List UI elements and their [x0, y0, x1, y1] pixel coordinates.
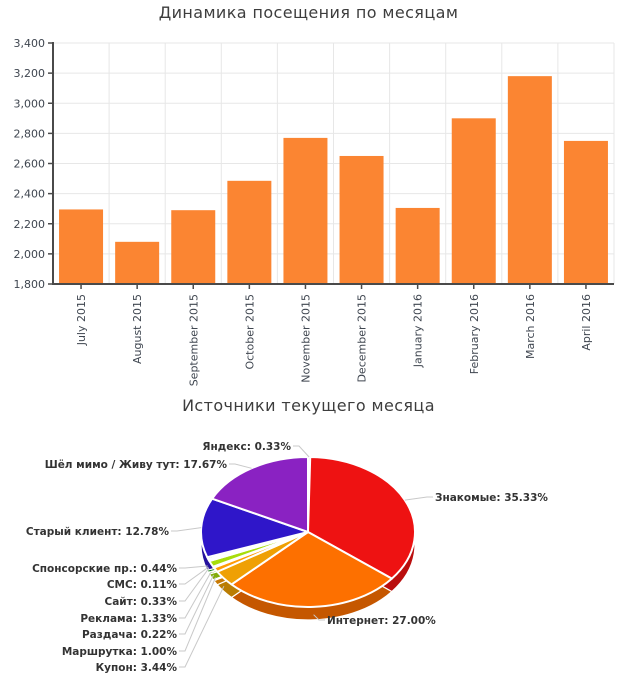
pie-leader-line [179, 567, 210, 602]
pie-leader-line [404, 496, 433, 501]
pie-leader-line [179, 585, 225, 668]
x-tick-label: March 2016 [524, 294, 537, 359]
pie-leader-line [313, 614, 325, 621]
pie-slice-label-яндекс: Яндекс: 0.33% [202, 441, 291, 453]
pie-slice-label-раздача: Раздача: 0.22% [82, 629, 178, 641]
bar-march-2016[interactable] [507, 76, 552, 284]
bar-november-2015[interactable] [283, 137, 328, 284]
bar-september-2015[interactable] [171, 210, 216, 284]
pie-leader-line [179, 571, 212, 619]
pie-chart-title: Источники текущего месяца [182, 396, 435, 415]
x-tick-label: December 2015 [356, 294, 369, 383]
bar-july-2015[interactable] [59, 209, 104, 284]
pie-slice-label-реклама: Реклама: 1.33% [80, 613, 177, 625]
pie-slice-label-спонсорские-пр: Спонсорские пр.: 0.44% [32, 563, 177, 575]
x-tick-label: August 2015 [131, 294, 144, 364]
y-tick-label: 2,800 [14, 127, 46, 140]
x-tick-label: September 2015 [187, 294, 200, 386]
bar-january-2016[interactable] [395, 207, 440, 284]
y-tick-label: 1,800 [14, 278, 46, 291]
y-tick-label: 3,400 [14, 37, 46, 50]
y-tick-label: 2,200 [14, 218, 46, 231]
x-tick-label: November 2015 [299, 294, 312, 383]
bar-december-2015[interactable] [339, 155, 384, 284]
y-tick-label: 2,600 [14, 158, 46, 171]
x-tick-label: February 2016 [468, 294, 481, 374]
pie-slice-label-купон: Купон: 3.44% [96, 662, 178, 674]
y-tick-label: 2,400 [14, 188, 46, 201]
pie-leader-line [179, 565, 208, 569]
pie-slice-label-знакомые: Знакомые: 35.33% [435, 492, 548, 504]
bar-february-2016[interactable] [451, 118, 496, 284]
pie-leader-line [171, 527, 202, 532]
pie-slice-label-сайт: Сайт: 0.33% [104, 596, 177, 608]
bar-chart-title: Динамика посещения по месяцам [158, 3, 459, 22]
x-tick-label: July 2015 [75, 294, 88, 346]
pie-slice-интернет[interactable] [230, 531, 393, 608]
pie-slice-label-смс: СМС: 0.11% [107, 579, 178, 591]
x-tick-label: January 2016 [412, 294, 425, 368]
bar-august-2015[interactable] [115, 241, 160, 284]
pie-slice-label-шёл-мимо-живу-тут: Шёл мимо / Живу тут: 17.67% [45, 459, 228, 471]
pie-slice-label-интернет: Интернет: 27.00% [327, 615, 436, 627]
bar-chart-canvas: 1,800 2,000 2,200 2,400 2,600 2,800 3,000 3,200… [14, 37, 615, 386]
bar-october-2015[interactable] [227, 180, 272, 284]
pie-leader-line [293, 445, 310, 458]
x-tick-label: October 2015 [243, 294, 256, 370]
y-tick-label: 2,000 [14, 248, 46, 261]
pie-chart-canvas: Яндекс: 0.33% Знакомые: 35.33% Интернет: 2… [26, 441, 549, 674]
y-tick-label: 3,200 [14, 67, 46, 80]
pie-leader-line [179, 566, 209, 585]
x-tick-label: April 2016 [580, 294, 593, 351]
pie-leader-line [179, 577, 216, 652]
bar-april-2016[interactable] [563, 140, 608, 284]
pie-slice-label-старый-клиент: Старый клиент: 12.78% [26, 526, 170, 538]
pie-leader-line [179, 574, 214, 635]
pie-slice-label-маршрутка: Маршрутка: 1.00% [62, 646, 178, 658]
y-tick-label: 3,000 [14, 97, 46, 110]
pie-leader-line [229, 463, 252, 469]
